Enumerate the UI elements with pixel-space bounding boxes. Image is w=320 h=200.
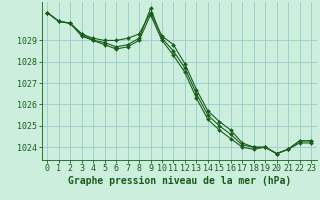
X-axis label: Graphe pression niveau de la mer (hPa): Graphe pression niveau de la mer (hPa) [68, 176, 291, 186]
